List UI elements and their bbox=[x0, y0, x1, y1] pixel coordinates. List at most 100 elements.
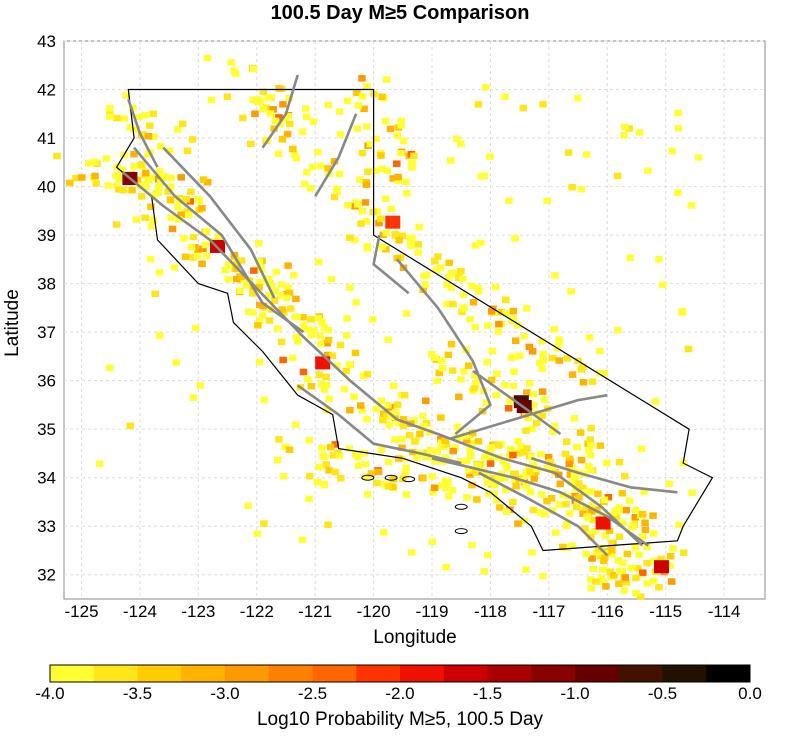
prob-cell bbox=[302, 113, 311, 120]
prob-cell bbox=[277, 281, 286, 288]
prob-cell bbox=[410, 152, 418, 160]
fault-trace bbox=[261, 74, 299, 149]
prob-cell bbox=[470, 385, 479, 392]
prob-cell bbox=[488, 347, 496, 355]
prob-cell bbox=[658, 281, 667, 289]
prob-cell bbox=[500, 474, 509, 482]
colorbar-swatch bbox=[93, 665, 138, 682]
prob-cell bbox=[438, 364, 447, 372]
prob-cell bbox=[567, 479, 576, 487]
prob-cell bbox=[657, 555, 665, 563]
prob-cell bbox=[158, 174, 167, 182]
prob-cell bbox=[405, 431, 414, 439]
prob-cell bbox=[345, 445, 354, 452]
colorbar-swatch bbox=[312, 665, 357, 682]
prob-cell bbox=[187, 188, 195, 196]
fault-trace bbox=[478, 471, 609, 557]
prob-cell bbox=[437, 264, 445, 271]
prob-cell bbox=[378, 416, 387, 424]
prob-cell bbox=[608, 539, 616, 546]
prob-cell bbox=[443, 300, 451, 308]
prob-cell bbox=[181, 253, 190, 261]
prob-cell bbox=[445, 493, 453, 500]
prob-cell bbox=[254, 322, 262, 329]
prob-cell bbox=[622, 506, 630, 514]
prob-cell bbox=[619, 519, 627, 526]
prob-cell bbox=[362, 473, 370, 480]
prob-cell bbox=[130, 126, 139, 133]
prob-cell bbox=[316, 340, 325, 348]
prob-cell bbox=[358, 207, 366, 215]
prob-cell bbox=[202, 252, 211, 260]
prob-cell bbox=[275, 436, 283, 443]
island-outline bbox=[454, 528, 468, 535]
prob-cell bbox=[467, 439, 476, 447]
prob-cell bbox=[53, 152, 61, 160]
prob-cell bbox=[422, 453, 430, 461]
prob-cell bbox=[640, 488, 648, 495]
prob-cell bbox=[189, 254, 197, 261]
prob-cell bbox=[135, 113, 143, 121]
prob-cell bbox=[384, 483, 393, 490]
prob-cell bbox=[579, 510, 587, 517]
prob-cell bbox=[389, 475, 398, 483]
prob-cell bbox=[272, 268, 280, 276]
prob-cell bbox=[324, 326, 333, 334]
prob-cell bbox=[684, 345, 693, 353]
prob-cell bbox=[511, 477, 519, 484]
fault-trace bbox=[296, 384, 462, 465]
prob-cell bbox=[353, 201, 362, 208]
prob-cell bbox=[516, 352, 524, 359]
prob-cell bbox=[550, 326, 559, 333]
prob-cell bbox=[112, 182, 121, 189]
prob-cell bbox=[549, 428, 557, 435]
prob-cell bbox=[441, 454, 449, 461]
prob-cell bbox=[427, 350, 436, 358]
prob-cell bbox=[377, 152, 385, 159]
prob-cell bbox=[484, 490, 493, 497]
prob-cell bbox=[292, 295, 300, 303]
prob-cell bbox=[614, 557, 623, 564]
prob-cell bbox=[419, 474, 427, 482]
prob-cell bbox=[620, 123, 629, 131]
prob-cell bbox=[511, 337, 520, 344]
prob-cell-hot bbox=[654, 560, 670, 574]
prob-cell bbox=[172, 359, 180, 366]
prob-cell bbox=[596, 369, 604, 377]
prob-cell bbox=[555, 357, 564, 364]
prob-cell bbox=[514, 322, 522, 329]
prob-cell bbox=[615, 504, 623, 511]
prob-cell bbox=[292, 333, 301, 341]
prob-cell bbox=[465, 467, 473, 474]
prob-cell bbox=[543, 497, 551, 505]
prob-cell bbox=[566, 471, 575, 478]
prob-cell bbox=[471, 242, 480, 249]
prob-cell bbox=[445, 259, 453, 267]
prob-cell bbox=[335, 452, 344, 460]
prob-cell bbox=[363, 491, 372, 498]
prob-cell bbox=[666, 562, 674, 569]
prob-cell bbox=[584, 463, 593, 470]
prob-cell bbox=[137, 193, 146, 200]
prob-cell bbox=[629, 523, 637, 530]
prob-cell bbox=[303, 169, 311, 176]
colorbar-swatch bbox=[443, 665, 488, 682]
fault-trace bbox=[396, 258, 492, 435]
prob-cell bbox=[402, 310, 411, 317]
prob-cell bbox=[194, 247, 202, 254]
prob-cell bbox=[599, 566, 607, 573]
prob-cell bbox=[568, 542, 576, 549]
prob-cell bbox=[243, 282, 251, 289]
prob-cell bbox=[336, 131, 345, 138]
prob-cell bbox=[447, 284, 455, 291]
prob-cell bbox=[459, 275, 467, 283]
prob-cell bbox=[466, 315, 474, 323]
prob-cell bbox=[506, 397, 514, 405]
prob-cell bbox=[455, 393, 463, 401]
colorbar: -4.0 -3.5 -3.0 -2.5 -2.0 -1.5 -1.0 -0.5 0.0 bbox=[35, 664, 762, 703]
prob-cell bbox=[625, 497, 634, 504]
prob-cell bbox=[606, 568, 614, 575]
prob-cell bbox=[378, 93, 386, 101]
prob-cell bbox=[378, 243, 387, 251]
prob-cell bbox=[156, 170, 164, 177]
